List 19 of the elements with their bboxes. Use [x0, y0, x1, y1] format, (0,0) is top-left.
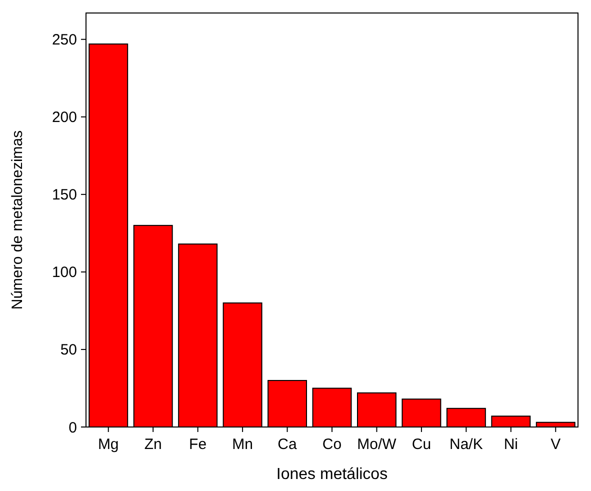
- x-tick-label: Fe: [189, 436, 207, 453]
- x-tick-label: Na/K: [450, 436, 483, 453]
- y-tick-label: 250: [52, 32, 77, 49]
- y-tick-label: 50: [60, 342, 77, 359]
- y-tick-label: 0: [68, 419, 77, 436]
- y-tick-label: 200: [52, 109, 77, 126]
- x-tick-label: Ni: [504, 436, 518, 453]
- x-tick-label: Zn: [144, 436, 162, 453]
- x-tick-label: Ca: [278, 436, 298, 453]
- x-axis-title: Iones metálicos: [276, 466, 388, 483]
- x-tick-label: Co: [322, 436, 342, 453]
- x-tick-label: V: [550, 436, 561, 453]
- x-tick-label: Mn: [232, 436, 253, 453]
- y-tick-label: 100: [52, 264, 77, 282]
- y-tick-label: 150: [52, 186, 77, 204]
- y-axis-title: Número de metalonezimas: [9, 130, 26, 310]
- x-tick-label: Cu: [412, 436, 432, 453]
- x-tick-label: Mg: [98, 436, 119, 453]
- x-tick-label: Mo/W: [357, 436, 398, 453]
